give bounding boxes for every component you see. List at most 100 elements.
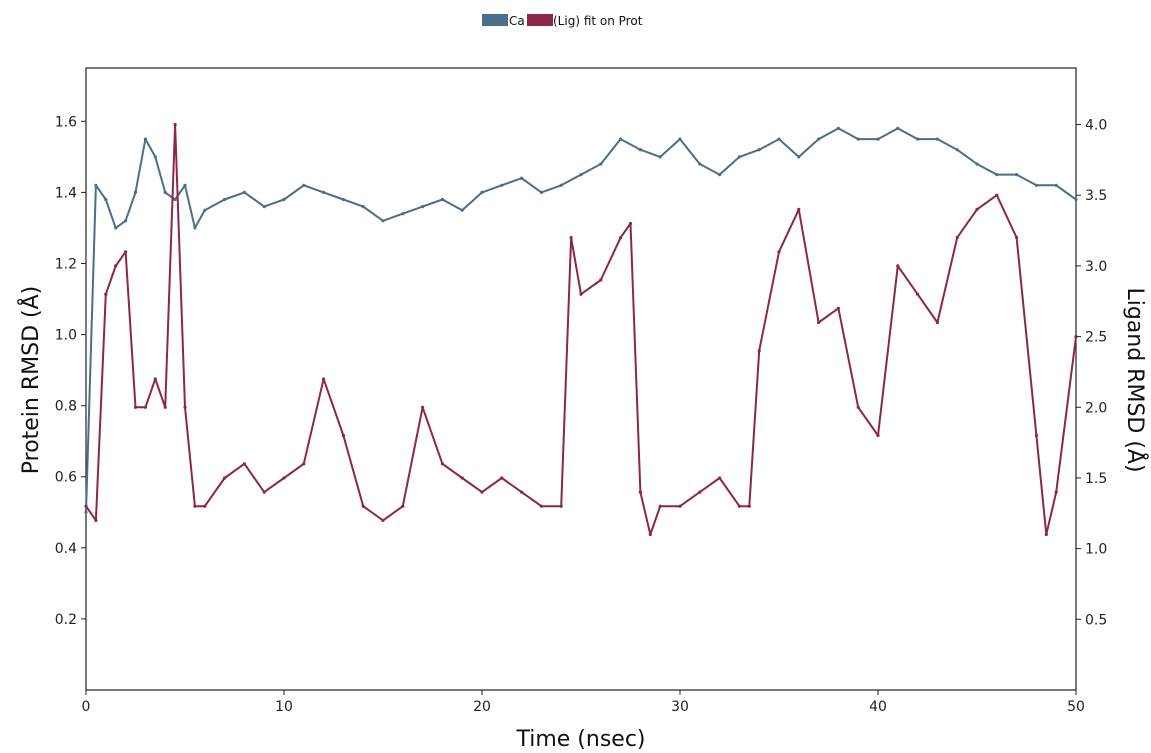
data-point-ligand — [678, 504, 682, 508]
data-point-ligand — [995, 193, 999, 197]
data-point-protein — [579, 173, 583, 177]
data-point-ligand — [341, 433, 345, 438]
data-point-ligand — [569, 236, 573, 240]
data-point-ligand — [203, 504, 207, 508]
data-point-ligand — [1044, 532, 1048, 537]
data-point-protein — [1015, 173, 1019, 177]
data-point-protein — [599, 162, 603, 166]
data-point-ligand — [480, 490, 484, 494]
y-left-tick-label: 1.0 — [55, 328, 77, 344]
data-point-protein — [500, 183, 504, 187]
data-point-ligand — [262, 490, 266, 494]
series-line-ligand — [85, 123, 1077, 536]
data-point-ligand — [173, 122, 177, 127]
data-point-protein — [1074, 197, 1078, 202]
data-point-protein — [143, 137, 147, 141]
data-point-ligand — [282, 476, 286, 480]
data-point-ligand — [876, 433, 880, 438]
data-point-ligand — [718, 476, 722, 480]
data-point-protein — [421, 205, 425, 209]
data-point-ligand — [322, 377, 326, 381]
data-point-protein — [1054, 183, 1058, 187]
data-point-ligand — [539, 504, 544, 508]
y-left-tick-label: 1.2 — [55, 256, 77, 272]
data-point-ligand — [183, 405, 187, 409]
data-point-protein — [520, 176, 524, 180]
y-right-tick-label: 1.5 — [1085, 471, 1107, 487]
data-point-protein — [995, 173, 999, 177]
data-point-protein — [797, 155, 801, 159]
data-point-protein — [203, 208, 207, 212]
data-point-protein — [559, 183, 563, 187]
data-point-ligand — [133, 405, 138, 409]
data-point-protein — [955, 148, 959, 152]
data-point-ligand — [124, 250, 128, 254]
legend-swatch-lig — [527, 14, 553, 26]
data-point-protein — [876, 137, 880, 141]
data-point-ligand — [628, 221, 633, 226]
data-point-ligand — [1034, 433, 1038, 438]
data-point-protein — [361, 205, 365, 209]
data-point-protein — [114, 226, 118, 230]
data-point-protein — [539, 190, 544, 194]
x-tick-label: 0 — [82, 699, 91, 715]
data-point-protein — [173, 197, 177, 202]
data-point-protein — [1034, 183, 1038, 187]
data-point-protein — [440, 197, 444, 202]
data-point-protein — [935, 137, 940, 141]
data-point-protein — [84, 510, 88, 514]
data-point-ligand — [648, 532, 652, 537]
x-tick-label: 20 — [473, 699, 491, 715]
data-point-ligand — [381, 518, 385, 523]
data-point-protein — [817, 137, 821, 141]
data-point-ligand — [84, 504, 88, 508]
data-point-ligand — [599, 278, 603, 282]
y-left-tick-label: 0.8 — [55, 399, 77, 415]
data-point-ligand — [757, 349, 761, 353]
data-point-protein — [341, 197, 345, 202]
y-axis-right-title: Ligand RMSD (Å) — [1122, 287, 1149, 472]
data-point-ligand — [440, 462, 444, 466]
data-point-protein — [223, 197, 227, 202]
data-point-ligand — [579, 292, 583, 296]
data-point-protein — [242, 190, 246, 194]
data-point-ligand — [163, 405, 167, 409]
data-point-protein — [975, 162, 979, 166]
data-point-ligand — [361, 504, 365, 508]
data-point-ligand — [638, 490, 643, 494]
data-point-protein — [718, 173, 722, 177]
data-point-ligand — [302, 462, 306, 466]
series-line-protein — [85, 127, 1077, 513]
y-left-tick-label: 1.4 — [55, 185, 77, 201]
data-point-ligand — [935, 320, 940, 325]
series-layer — [84, 122, 1078, 537]
y-right-tick-label: 3.0 — [1085, 259, 1107, 275]
data-point-protein — [460, 208, 464, 212]
data-point-protein — [856, 137, 860, 141]
data-point-protein — [401, 212, 405, 216]
data-point-ligand — [698, 490, 702, 494]
data-point-ligand — [223, 476, 227, 480]
legend-label-ca: Ca — [509, 14, 525, 28]
data-point-ligand — [737, 504, 742, 508]
data-point-protein — [302, 183, 306, 187]
x-tick-label: 30 — [671, 699, 689, 715]
legend-swatch-ca — [482, 14, 508, 26]
y-right-tick-label: 2.0 — [1085, 400, 1107, 416]
data-point-ligand — [955, 236, 959, 240]
x-tick-label: 10 — [275, 699, 293, 715]
data-point-protein — [153, 155, 157, 159]
y-left-tick-label: 0.4 — [55, 541, 77, 557]
data-point-ligand — [797, 207, 801, 211]
data-point-protein — [94, 183, 98, 187]
data-point-ligand — [520, 490, 524, 494]
legend-label-lig: (Lig) fit on Prot — [553, 14, 643, 28]
y-right-tick-label: 1.0 — [1085, 542, 1107, 558]
y-left-tick-label: 0.6 — [55, 470, 77, 486]
data-point-ligand — [975, 207, 979, 211]
data-point-protein — [193, 226, 197, 230]
data-point-ligand — [559, 504, 563, 508]
data-point-ligand — [777, 250, 781, 254]
data-point-ligand — [619, 236, 623, 240]
